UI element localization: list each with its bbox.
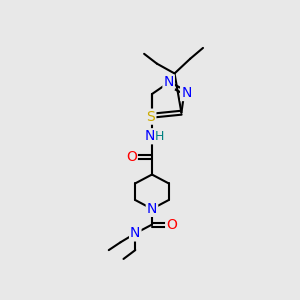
Text: N: N xyxy=(147,202,157,216)
Text: H: H xyxy=(155,130,164,143)
Text: N: N xyxy=(145,129,155,143)
Text: O: O xyxy=(126,150,137,164)
Text: N: N xyxy=(130,226,140,240)
Text: N: N xyxy=(181,86,191,100)
Text: O: O xyxy=(166,218,177,232)
Text: N: N xyxy=(164,75,174,89)
Text: S: S xyxy=(147,110,155,124)
